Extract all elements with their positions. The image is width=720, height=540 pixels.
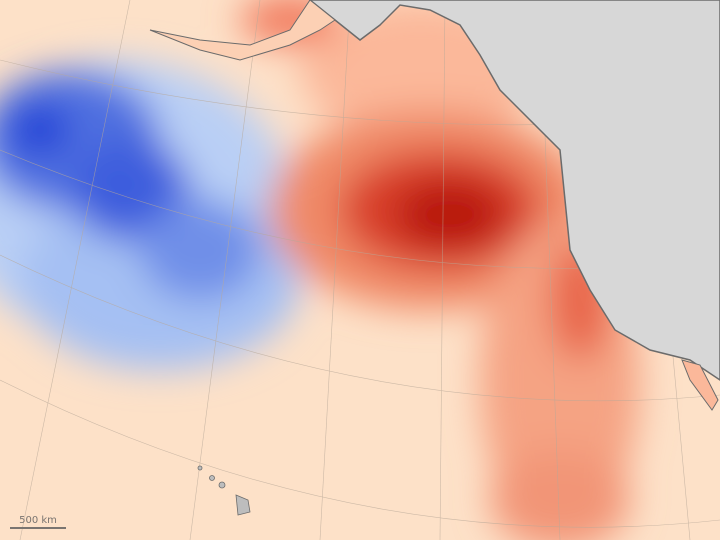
scale-bar: 500 km: [10, 515, 66, 529]
baja-california: [681, 359, 719, 411]
anomaly-field: [0, 0, 640, 540]
hawaii-islands: [197, 465, 251, 516]
north-america-land: [308, 0, 720, 381]
scale-line: [10, 527, 66, 529]
scale-label: 500 km: [19, 515, 57, 526]
alaska-peninsula: [149, 0, 336, 61]
